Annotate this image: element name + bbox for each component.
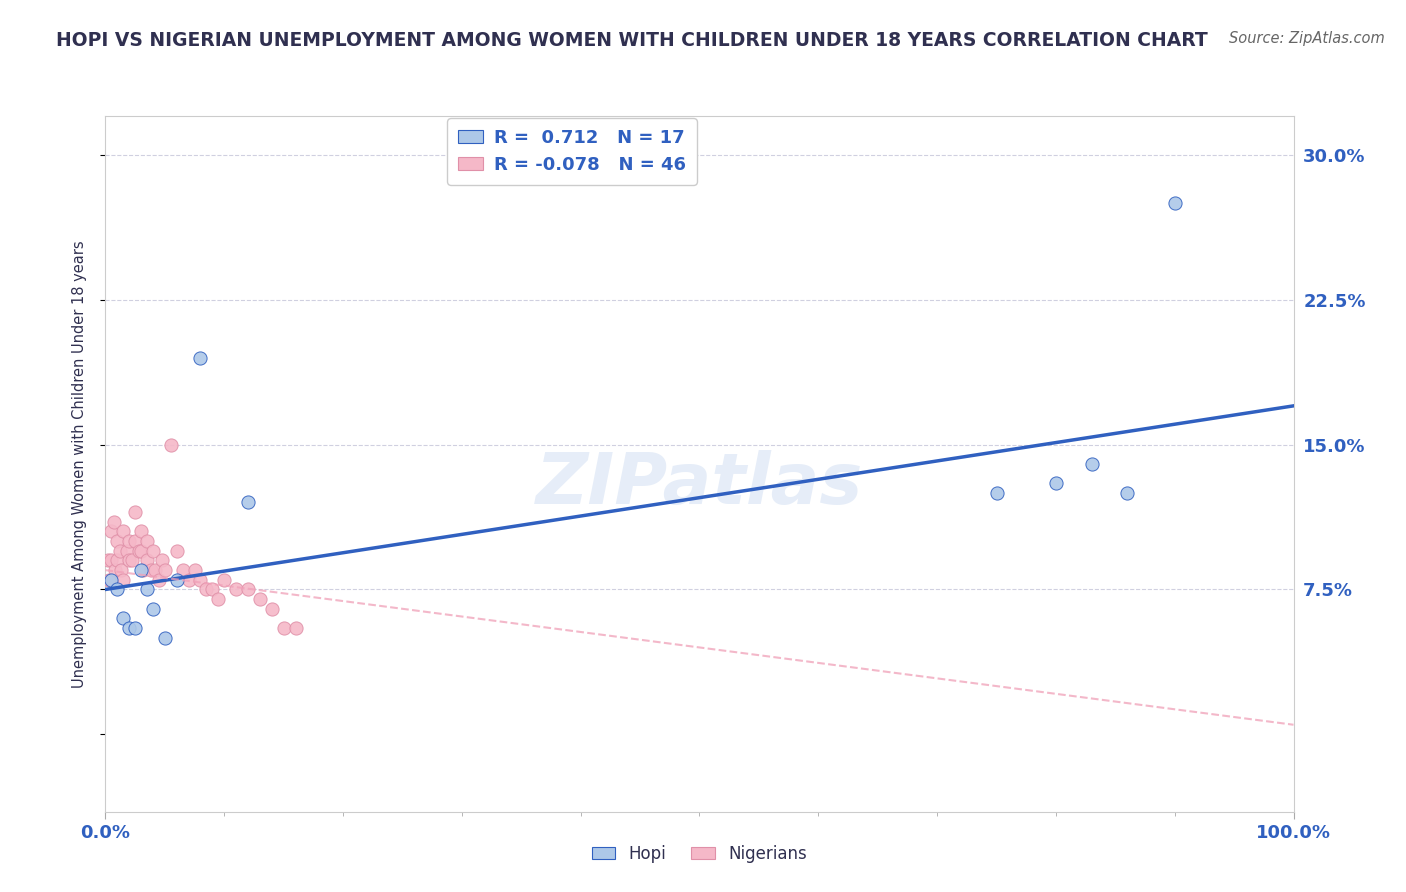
Text: Source: ZipAtlas.com: Source: ZipAtlas.com <box>1229 31 1385 46</box>
Point <box>112 611 135 625</box>
Point <box>143 563 166 577</box>
Point <box>128 544 150 558</box>
Point <box>183 563 205 577</box>
Y-axis label: Unemployment Among Women with Children Under 18 years: Unemployment Among Women with Children U… <box>72 240 87 688</box>
Point <box>207 592 229 607</box>
Point <box>214 573 236 587</box>
Point <box>236 495 259 509</box>
Text: ZIPatlas: ZIPatlas <box>536 450 863 519</box>
Point <box>110 563 132 577</box>
Point <box>129 544 152 558</box>
Point <box>284 621 307 635</box>
Point <box>100 524 122 539</box>
Point <box>100 573 122 587</box>
Point <box>153 631 176 645</box>
Point <box>124 534 146 549</box>
Legend: Hopi, Nigerians: Hopi, Nigerians <box>585 838 814 870</box>
Point <box>190 351 212 365</box>
Point <box>260 602 283 616</box>
Point <box>148 573 170 587</box>
Point <box>118 534 141 549</box>
Point <box>136 582 159 597</box>
Point <box>136 553 159 567</box>
Point <box>142 544 165 558</box>
Point <box>104 563 127 577</box>
Point <box>172 563 194 577</box>
Point <box>121 553 143 567</box>
Point <box>249 592 271 607</box>
Point <box>1116 485 1139 500</box>
Point <box>225 582 247 597</box>
Point <box>153 563 176 577</box>
Point <box>190 573 212 587</box>
Point <box>103 515 125 529</box>
Point <box>195 582 218 597</box>
Point <box>108 544 131 558</box>
Point <box>273 621 295 635</box>
Point <box>118 553 141 567</box>
Point <box>118 621 141 635</box>
Point <box>177 573 200 587</box>
Point <box>136 534 159 549</box>
Point <box>166 544 188 558</box>
Point <box>105 582 128 597</box>
Point <box>132 563 155 577</box>
Point <box>115 544 138 558</box>
Point <box>105 534 128 549</box>
Point <box>986 485 1008 500</box>
Point <box>124 621 146 635</box>
Text: HOPI VS NIGERIAN UNEMPLOYMENT AMONG WOMEN WITH CHILDREN UNDER 18 YEARS CORRELATI: HOPI VS NIGERIAN UNEMPLOYMENT AMONG WOME… <box>56 31 1208 50</box>
Point <box>1045 476 1067 491</box>
Point <box>236 582 259 597</box>
Point <box>97 553 120 567</box>
Point <box>159 437 181 451</box>
Point <box>124 505 146 519</box>
Point <box>100 553 122 567</box>
Point <box>201 582 224 597</box>
Point <box>129 524 152 539</box>
Point <box>139 563 162 577</box>
Point <box>166 573 188 587</box>
Point <box>1080 457 1102 471</box>
Point <box>152 553 174 567</box>
Point <box>142 602 165 616</box>
Point <box>129 563 152 577</box>
Point <box>1164 196 1187 211</box>
Point <box>112 573 135 587</box>
Point <box>112 524 135 539</box>
Point <box>98 573 121 587</box>
Point <box>105 553 128 567</box>
